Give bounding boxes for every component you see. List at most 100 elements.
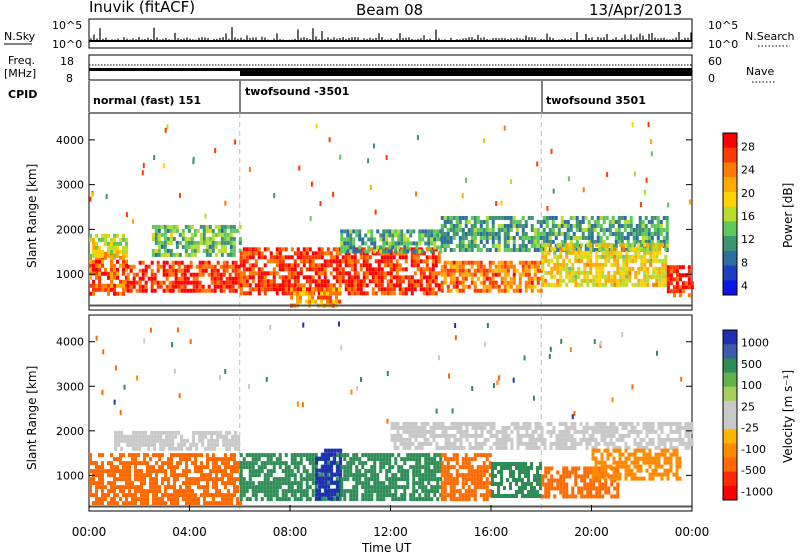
data-cell (321, 456, 325, 461)
data-cell (620, 235, 624, 240)
data-cell (254, 251, 258, 256)
data-cell (479, 223, 483, 228)
data-cell (101, 501, 104, 506)
data-cell (446, 219, 450, 224)
data-cell (594, 460, 598, 465)
data-cell (641, 219, 645, 224)
data-cell (637, 282, 641, 287)
data-cell (272, 453, 276, 458)
data-cell (617, 227, 621, 232)
data-cell (344, 287, 348, 292)
data-cell (536, 260, 540, 265)
nsky-tick-bottom: 10^0 (52, 38, 82, 51)
data-cell (101, 497, 104, 502)
data-cell (479, 469, 483, 474)
data-cell (541, 494, 545, 499)
data-cell (639, 468, 643, 473)
data-cell (206, 501, 209, 506)
data-cell (330, 448, 334, 453)
data-cell (185, 453, 188, 458)
data-cell (119, 489, 122, 494)
data-cell (107, 291, 110, 296)
data-cell (411, 441, 415, 446)
data-cell (343, 241, 347, 246)
data-cell (521, 243, 525, 248)
data-cell (223, 240, 227, 245)
data-cell (251, 251, 255, 256)
data-cell (427, 493, 431, 498)
data-cell (624, 472, 628, 477)
data-cell (455, 481, 459, 486)
data-cell (414, 445, 418, 450)
data-cell (655, 278, 659, 283)
data-cell (181, 244, 185, 249)
data-cell (620, 231, 624, 236)
data-cell (396, 445, 400, 450)
data-cell (364, 497, 368, 502)
data-cell (645, 445, 649, 450)
data-cell (160, 224, 164, 229)
data-cell (431, 279, 435, 284)
data-cell (183, 288, 187, 293)
data-cell (257, 267, 261, 272)
data-cell (566, 235, 570, 240)
data-cell (229, 236, 233, 241)
data-cell (207, 284, 211, 289)
data-cell (205, 248, 209, 253)
data-cell (231, 260, 235, 265)
data-cell (494, 231, 498, 236)
data-cell (132, 276, 136, 281)
data-cell (278, 485, 282, 490)
data-cell (607, 490, 611, 495)
data-cell (593, 223, 597, 228)
data-cell (536, 276, 540, 281)
data-cell (618, 448, 622, 453)
data-cell (352, 473, 356, 478)
data-cell (164, 501, 167, 506)
data-cell (338, 271, 342, 276)
data-cell (638, 215, 642, 220)
data-cell (544, 270, 548, 275)
data-cell (208, 236, 212, 241)
data-cell (349, 249, 353, 254)
data-cell (236, 485, 239, 490)
data-cell (612, 425, 616, 430)
data-cell (684, 285, 688, 290)
data-cell (548, 239, 552, 244)
data-cell (417, 433, 421, 438)
data-cell (627, 468, 631, 473)
data-cell (198, 438, 202, 443)
data-cell (110, 255, 113, 260)
data-cell (604, 482, 608, 487)
data-cell (488, 264, 492, 269)
data-cell (596, 235, 600, 240)
data-cell (254, 461, 258, 466)
data-cell (533, 486, 536, 490)
data-cell (370, 473, 374, 478)
data-cell (101, 477, 104, 482)
data-cell (638, 219, 642, 224)
data-cell (618, 445, 622, 450)
data-cell (336, 488, 340, 493)
data-cell (569, 347, 572, 353)
data-cell (219, 264, 223, 269)
data-cell (236, 501, 239, 506)
data-cell (339, 456, 343, 461)
data-cell (242, 267, 246, 272)
data-cell (171, 438, 175, 443)
data-cell (272, 465, 276, 470)
data-cell (577, 250, 581, 255)
data-cell (222, 260, 226, 265)
data-cell (101, 271, 104, 276)
data-cell (597, 476, 601, 481)
data-cell (397, 497, 401, 502)
data-cell (642, 437, 646, 442)
data-cell (179, 493, 182, 498)
data-cell (278, 259, 282, 264)
data-cell (489, 425, 493, 430)
data-cell (464, 268, 468, 273)
data-cell (488, 231, 492, 236)
data-cell (637, 250, 641, 255)
data-cell (327, 496, 331, 501)
data-cell (152, 453, 155, 458)
